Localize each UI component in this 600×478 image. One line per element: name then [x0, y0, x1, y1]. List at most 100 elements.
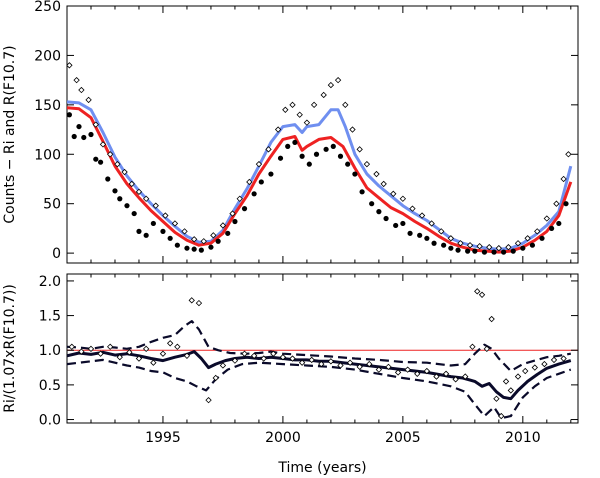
data-point [160, 228, 166, 234]
data-point [152, 202, 159, 209]
y-tick-label: 50 [43, 197, 61, 213]
data-point [560, 355, 567, 362]
data-point [330, 143, 336, 149]
data-point [565, 151, 572, 158]
data-point [310, 101, 318, 109]
data-point [428, 220, 435, 227]
data-point [215, 238, 221, 244]
data-point [375, 366, 383, 373]
data-point [431, 240, 437, 246]
data-point [188, 297, 195, 304]
data-point [292, 139, 298, 146]
data-point [418, 212, 426, 219]
data-point [279, 353, 287, 361]
data-point [369, 201, 375, 207]
y-tick-label: 0.5 [39, 378, 61, 394]
data-point [195, 299, 203, 307]
data-point [183, 352, 191, 359]
data-point [212, 374, 219, 382]
y-axis-title: Ri/(1.07xR(F10.7)) [2, 284, 18, 413]
data-point [390, 190, 397, 197]
y-tick-label: 1.5 [39, 309, 61, 325]
data-point [246, 178, 253, 186]
data-point [318, 360, 325, 368]
data-point [190, 236, 198, 243]
data-point [541, 360, 548, 368]
data-point [376, 209, 382, 215]
data-point [306, 161, 312, 167]
data-point [85, 96, 92, 104]
data-point [505, 244, 512, 251]
data-point [346, 359, 354, 366]
data-point [200, 238, 207, 245]
data-point [107, 343, 114, 350]
data-point [268, 171, 274, 177]
data-point [298, 359, 306, 366]
y-axis-title: Counts − Ri and R(F10.7) [2, 45, 18, 223]
data-point [219, 222, 227, 229]
data-point [289, 101, 296, 109]
x-tick-label: 2000 [265, 430, 301, 446]
data-point [452, 376, 459, 383]
data-point [469, 343, 476, 350]
data-point [466, 242, 474, 249]
data-point [277, 155, 284, 161]
data-point [68, 343, 75, 350]
data-point [181, 228, 188, 235]
data-point [498, 412, 505, 420]
data-point [303, 119, 311, 126]
data-point [345, 161, 351, 167]
data-point [337, 153, 344, 159]
data-point [472, 248, 478, 254]
data-point [327, 81, 335, 89]
data-point [483, 345, 491, 353]
data-point [359, 189, 365, 195]
data-point [171, 220, 179, 227]
data-point [407, 230, 413, 236]
data-point [423, 367, 431, 375]
data-point [251, 191, 257, 197]
data-point [556, 220, 562, 227]
data-point [258, 179, 264, 185]
data-point [349, 126, 356, 133]
data-point [99, 141, 107, 148]
data-point [409, 205, 416, 212]
data-point [260, 355, 267, 362]
data-point [135, 188, 143, 195]
data-point [150, 220, 156, 227]
x-axis-title: Time (years) [277, 460, 366, 476]
plot-frame [66, 273, 579, 424]
data-point [274, 126, 282, 133]
data-point [520, 245, 526, 251]
data-point [208, 244, 214, 250]
data-point [270, 350, 277, 357]
data-point [363, 160, 371, 168]
data-point [124, 203, 130, 209]
data-point [198, 247, 204, 253]
series-line-2 [67, 358, 572, 420]
data-point [136, 228, 142, 234]
data-point [159, 350, 167, 357]
data-point [424, 235, 430, 241]
y-tick-label: 150 [34, 98, 61, 114]
data-point [476, 243, 483, 250]
data-point [474, 288, 481, 295]
data-point [433, 373, 440, 380]
data-point [447, 235, 455, 242]
data-point [414, 370, 421, 377]
data-point [352, 171, 358, 177]
data-point [78, 86, 85, 94]
top-panel: 0 50 100 150 200 250 Counts − Ri and R(F10.7) [2, 0, 579, 264]
data-point [455, 247, 461, 253]
data-point [507, 387, 514, 394]
data-point [229, 210, 236, 217]
data-point [162, 212, 169, 219]
data-point [313, 151, 320, 157]
data-point [529, 242, 536, 248]
data-point [241, 350, 248, 357]
data-point [232, 218, 238, 225]
data-point [486, 244, 493, 251]
data-point [531, 364, 538, 371]
data-point [73, 76, 80, 84]
data-point [87, 345, 95, 353]
